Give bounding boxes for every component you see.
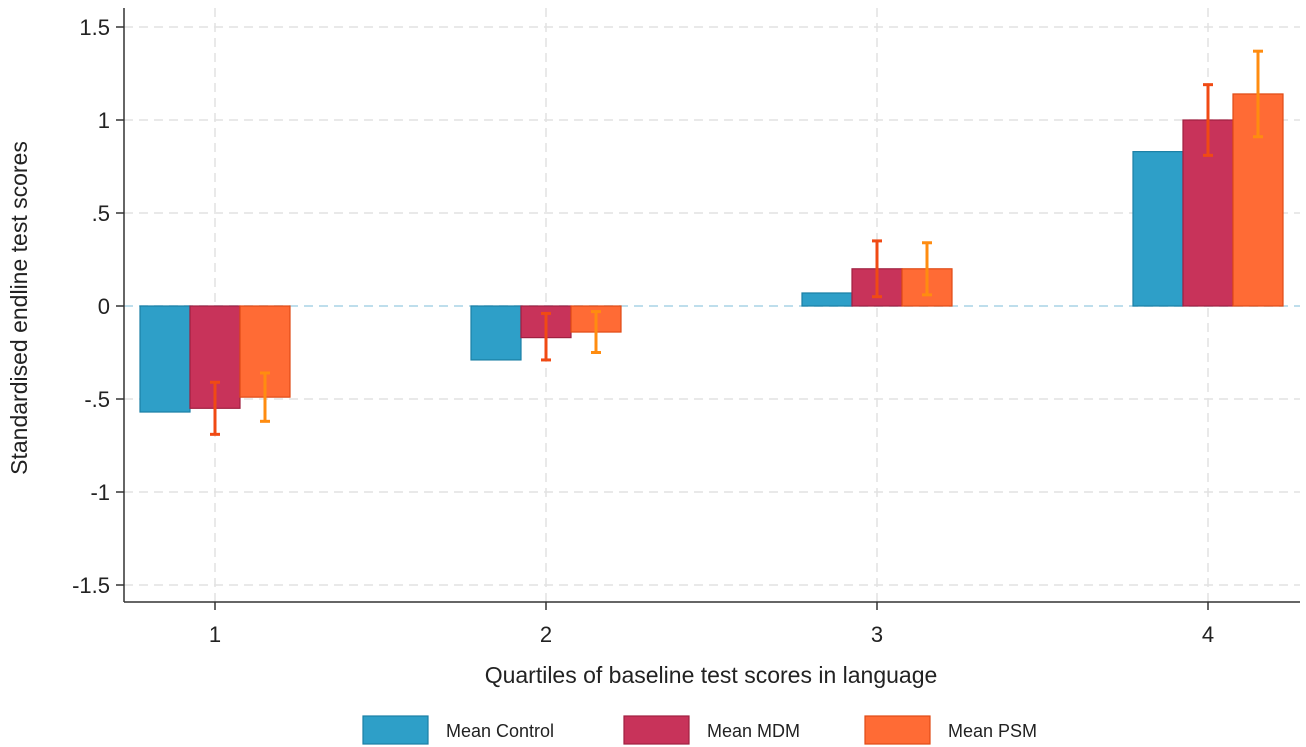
y-tick-label: -.5 xyxy=(84,387,110,412)
y-tick-label: 1.5 xyxy=(79,15,110,40)
legend-label: Mean Control xyxy=(446,721,554,741)
y-tick-label: -1 xyxy=(90,480,110,505)
legend-label: Mean PSM xyxy=(948,721,1037,741)
bar-mean-control-q4 xyxy=(1132,151,1184,307)
error-bar-mean-mdm-q4 xyxy=(1203,83,1213,157)
y-tick-label: .5 xyxy=(92,201,110,226)
y-tick-label: -1.5 xyxy=(72,573,110,598)
x-tick-label: 3 xyxy=(871,622,883,647)
y-tick-label: 1 xyxy=(98,108,110,133)
y-tick-label: 0 xyxy=(98,294,110,319)
error-bar-mean-psm-q4 xyxy=(1253,49,1263,139)
legend: Mean Control Mean MDM Mean PSM xyxy=(362,715,1037,745)
error-bars xyxy=(210,49,1263,436)
x-tick-label: 2 xyxy=(540,622,552,647)
bar-mean-control-q1 xyxy=(139,305,191,413)
legend-item-mean-psm: Mean PSM xyxy=(864,715,1037,745)
axes xyxy=(116,8,1300,610)
x-tick-label: 4 xyxy=(1202,622,1214,647)
bars xyxy=(139,93,1284,413)
legend-item-mean-control: Mean Control xyxy=(362,715,554,745)
legend-swatch xyxy=(362,715,429,745)
y-tick-labels: 1.51.50-.5-1-1.5 xyxy=(72,15,110,598)
x-tick-labels: 1 2 3 4 xyxy=(209,622,1214,647)
legend-swatch xyxy=(864,715,931,745)
x-axis-title: Quartiles of baseline test scores in lan… xyxy=(485,662,938,688)
error-bar-mean-psm-q3 xyxy=(922,241,932,297)
error-bar-mean-mdm-q3 xyxy=(872,239,882,299)
legend-item-mean-mdm: Mean MDM xyxy=(623,715,800,745)
y-axis-title: Standardised endline test scores xyxy=(6,141,32,475)
error-bar-mean-psm-q2 xyxy=(591,310,601,354)
error-bar-mean-mdm-q2 xyxy=(541,311,551,362)
bar-mean-control-q2 xyxy=(470,305,522,361)
bar-mean-control-q3 xyxy=(801,292,853,307)
grid-lines xyxy=(124,8,1300,602)
legend-label: Mean MDM xyxy=(707,721,800,741)
error-bar-mean-mdm-q1 xyxy=(210,380,220,436)
x-tick-label: 1 xyxy=(209,622,221,647)
error-bar-mean-psm-q1 xyxy=(260,371,270,423)
legend-swatch xyxy=(623,715,690,745)
